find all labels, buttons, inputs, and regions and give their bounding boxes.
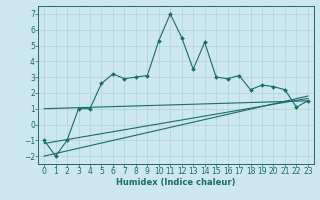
X-axis label: Humidex (Indice chaleur): Humidex (Indice chaleur) (116, 178, 236, 187)
